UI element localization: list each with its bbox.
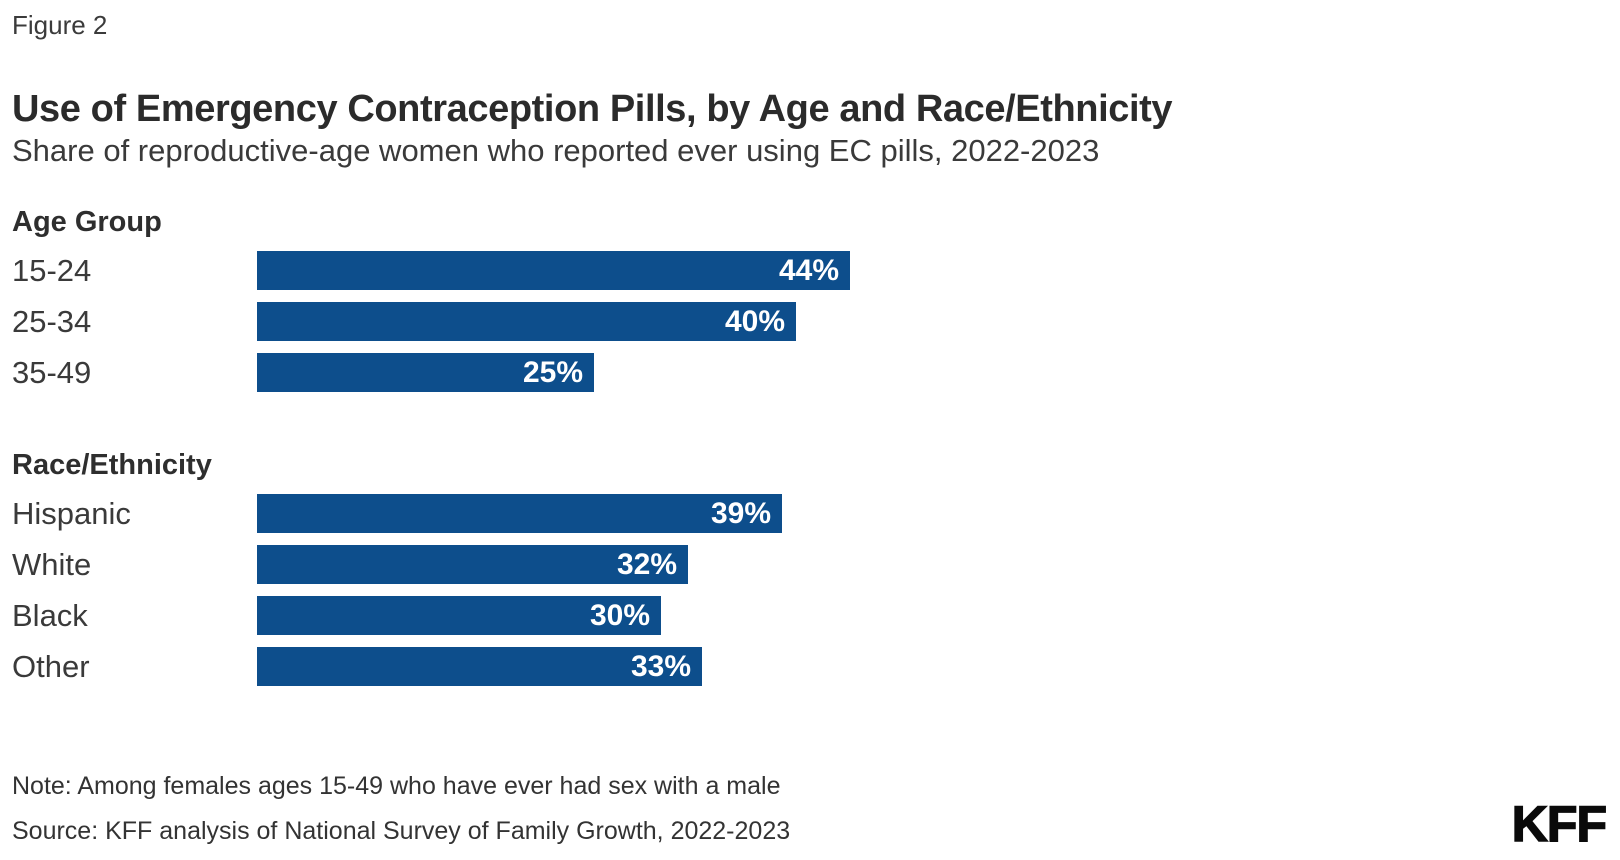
row-label: 35-49 xyxy=(12,354,92,390)
group-header: Race/Ethnicity xyxy=(12,449,212,481)
bar: 25% xyxy=(257,353,594,392)
bar-value-label: 39% xyxy=(710,496,771,530)
bar-row: 15-24 44% xyxy=(12,251,1602,290)
row-label: White xyxy=(12,546,92,582)
chart-note: Note: Among females ages 15-49 who have … xyxy=(12,772,781,800)
bar: 40% xyxy=(257,302,796,341)
bar: 44% xyxy=(257,251,850,290)
bar-value-label: 33% xyxy=(630,649,691,683)
row-label: Other xyxy=(12,648,90,684)
row-label: Black xyxy=(12,597,88,633)
bar-chart: Age Group 15-24 44% 25-34 40% 35-49 25% Race/Et… xyxy=(12,206,1602,698)
bar: 32% xyxy=(257,545,688,584)
bar: 39% xyxy=(257,494,782,533)
group-header: Age Group xyxy=(12,206,162,238)
bar-row: 35-49 25% xyxy=(12,353,1602,392)
row-label: 25-34 xyxy=(12,303,92,339)
chart-subtitle: Share of reproductive-age women who repo… xyxy=(12,133,1100,168)
chart-group: Age Group 15-24 44% 25-34 40% 35-49 25% xyxy=(12,206,1602,392)
bar-row: Other 33% xyxy=(12,647,1602,686)
bar-value-label: 32% xyxy=(616,547,677,581)
bar-row: White 32% xyxy=(12,545,1602,584)
bar-value-label: 30% xyxy=(589,598,650,632)
bar-row: Hispanic 39% xyxy=(12,494,1602,533)
bar-value-label: 44% xyxy=(778,253,839,287)
row-label: Hispanic xyxy=(12,495,131,531)
bar-value-label: 40% xyxy=(724,304,785,338)
page-title: Use of Emergency Contraception Pills, by… xyxy=(12,88,1173,131)
bar-row: Black 30% xyxy=(12,596,1602,635)
bar-row: 25-34 40% xyxy=(12,302,1602,341)
bar: 30% xyxy=(257,596,661,635)
chart-group: Race/Ethnicity Hispanic 39% White 32% Black 30… xyxy=(12,449,1602,686)
bar: 33% xyxy=(257,647,702,686)
chart-source: Source: KFF analysis of National Survey … xyxy=(12,817,791,845)
figure-label: Figure 2 xyxy=(12,10,108,40)
bar-value-label: 25% xyxy=(522,355,583,389)
kff-logo: KFF xyxy=(1511,796,1608,852)
row-label: 15-24 xyxy=(12,252,92,288)
